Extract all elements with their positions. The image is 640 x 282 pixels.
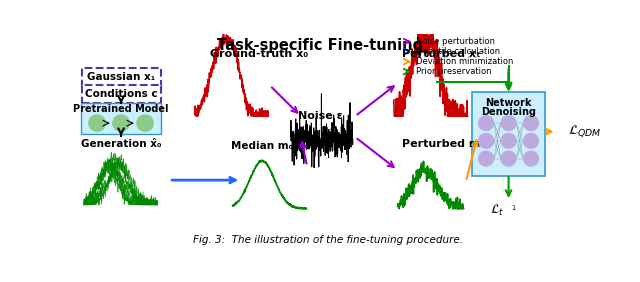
Text: Conditions c: Conditions c: [84, 89, 157, 99]
Text: Perturbed xₜ: Perturbed xₜ: [402, 49, 480, 59]
Text: Noise ε: Noise ε: [298, 111, 342, 121]
Circle shape: [501, 151, 516, 166]
Text: $_{1}$: $_{1}$: [511, 203, 516, 213]
Text: Denoising: Denoising: [481, 107, 536, 117]
Text: Median m₀: Median m₀: [231, 141, 293, 151]
Text: Perturbed mₜ: Perturbed mₜ: [402, 139, 484, 149]
Text: Ground-truth x₀: Ground-truth x₀: [210, 49, 308, 59]
Circle shape: [524, 133, 539, 149]
Text: Network: Network: [485, 98, 532, 108]
Circle shape: [501, 133, 516, 149]
Circle shape: [113, 115, 130, 132]
Circle shape: [478, 133, 494, 149]
Circle shape: [478, 151, 494, 166]
Text: Quantile calculation: Quantile calculation: [417, 47, 500, 56]
Text: Noise perturbation: Noise perturbation: [417, 37, 495, 46]
Circle shape: [88, 115, 106, 132]
Circle shape: [478, 115, 494, 131]
Text: $\mathcal{L}_{t}$: $\mathcal{L}_{t}$: [490, 203, 505, 218]
FancyBboxPatch shape: [472, 92, 545, 175]
Circle shape: [524, 115, 539, 131]
FancyBboxPatch shape: [81, 103, 161, 134]
Text: Generation x̂₀: Generation x̂₀: [81, 138, 161, 149]
Circle shape: [524, 151, 539, 166]
Text: $\mathcal{L}_{QDM}$: $\mathcal{L}_{QDM}$: [568, 124, 602, 140]
Circle shape: [501, 115, 516, 131]
Text: Prior preservation: Prior preservation: [417, 67, 492, 76]
Circle shape: [136, 115, 154, 132]
Text: Deviation minimization: Deviation minimization: [417, 57, 514, 66]
FancyBboxPatch shape: [81, 85, 161, 103]
Text: Pretrained Model: Pretrained Model: [74, 104, 169, 114]
Text: Fig. 3:  The illustration of the fine-tuning procedure.: Fig. 3: The illustration of the fine-tun…: [193, 235, 463, 245]
FancyBboxPatch shape: [81, 68, 161, 86]
Text: Task-specific Fine-tuning: Task-specific Fine-tuning: [217, 38, 423, 54]
Text: Gaussian x₁: Gaussian x₁: [87, 72, 155, 82]
